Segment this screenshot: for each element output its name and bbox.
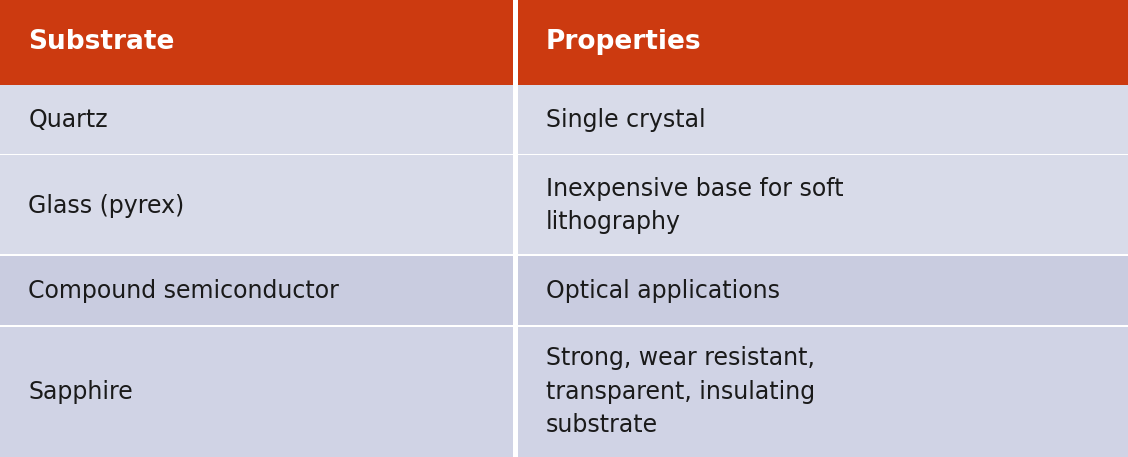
- Bar: [513, 256, 518, 327]
- Text: Glass (pyrex): Glass (pyrex): [28, 194, 185, 218]
- Text: Properties: Properties: [546, 29, 702, 55]
- Text: Quartz: Quartz: [28, 108, 108, 132]
- Bar: [0, 256, 513, 327]
- Bar: [0, 0, 1128, 85]
- Text: Sapphire: Sapphire: [28, 380, 133, 404]
- Bar: [0, 155, 513, 256]
- Text: Strong, wear resistant,
transparent, insulating
substrate: Strong, wear resistant, transparent, ins…: [546, 346, 816, 437]
- Text: Substrate: Substrate: [28, 29, 175, 55]
- Bar: [0, 327, 513, 457]
- Bar: [0, 85, 513, 155]
- Bar: [0, 254, 1128, 256]
- Bar: [518, 327, 1128, 457]
- Bar: [518, 85, 1128, 155]
- Bar: [513, 85, 518, 155]
- Bar: [518, 155, 1128, 256]
- Text: Optical applications: Optical applications: [546, 279, 779, 303]
- Bar: [518, 256, 1128, 327]
- Text: Single crystal: Single crystal: [546, 108, 706, 132]
- Text: Inexpensive base for soft
lithography: Inexpensive base for soft lithography: [546, 177, 844, 234]
- Bar: [0, 154, 1128, 155]
- Bar: [0, 325, 1128, 327]
- Bar: [513, 0, 518, 85]
- Bar: [513, 155, 518, 256]
- Bar: [513, 327, 518, 457]
- Text: Compound semiconductor: Compound semiconductor: [28, 279, 340, 303]
